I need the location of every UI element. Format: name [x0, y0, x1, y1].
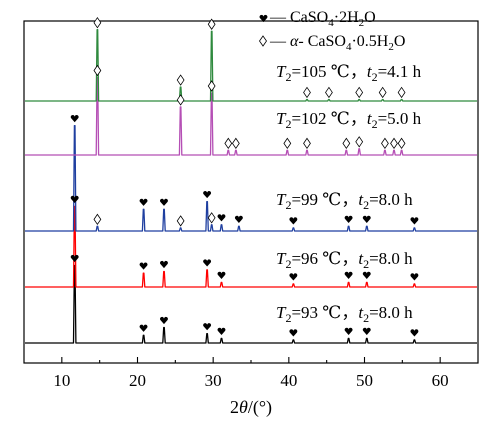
- peak-diamond-icon: [176, 94, 185, 106]
- peak-diamond-icon: [283, 137, 292, 150]
- peak-heart-icon: [203, 190, 212, 199]
- legend: — CaSO4·2H2O — α- CaSO4·0.5H2O: [259, 9, 405, 53]
- peak-diamond-icon: [93, 64, 102, 77]
- xrd-trace-1: [25, 264, 477, 344]
- series-label-4: T2=102 ℃，t2=5.0 h: [276, 109, 422, 131]
- peak-diamond-icon: [93, 16, 102, 29]
- x-axis-ticks: 10 20 30 40 50 60: [53, 357, 449, 390]
- peak-heart-icon: [289, 273, 298, 281]
- traces-layer: [25, 29, 477, 344]
- peak-heart-icon: [217, 214, 226, 222]
- xrd-trace-3: [25, 124, 477, 232]
- peak-heart-icon: [203, 259, 212, 267]
- peak-markers-layer: [70, 16, 419, 337]
- peak-diamond-icon: [355, 136, 364, 148]
- peak-heart-icon: [344, 271, 353, 279]
- condition-labels: T2=93 ℃，t2=8.0 h T2=96 ℃，t2=8.0 h T2=99 ℃，…: [276, 62, 422, 325]
- peak-diamond-icon: [303, 137, 311, 150]
- peak-heart-icon: [160, 316, 168, 325]
- peak-diamond-icon: [397, 137, 406, 150]
- peak-heart-icon: [362, 327, 371, 335]
- peak-diamond-icon: [303, 86, 311, 99]
- legend-gypsum-label: — CaSO4·2H2O: [269, 9, 376, 29]
- peak-heart-icon: [70, 195, 79, 203]
- legend-diamond-icon: [259, 35, 267, 47]
- x-tick-label-50: 50: [356, 371, 373, 390]
- series-label-2: T2=96 ℃，t2=8.0 h: [276, 249, 413, 271]
- peak-diamond-icon: [207, 18, 216, 30]
- x-tick-label-20: 20: [129, 371, 146, 390]
- peak-heart-icon: [217, 271, 226, 279]
- peak-diamond-icon: [231, 137, 240, 150]
- peak-heart-icon: [139, 198, 148, 206]
- peak-heart-icon: [289, 329, 298, 337]
- series-label-3: T2=99 ℃，t2=8.0 h: [276, 190, 413, 212]
- peak-heart-icon: [362, 215, 371, 223]
- peak-heart-icon: [344, 327, 353, 335]
- peak-diamond-icon: [342, 137, 351, 150]
- legend-entry-hemihydrate: — α- CaSO4·0.5H2O: [259, 33, 405, 53]
- x-tick-label-10: 10: [53, 371, 70, 390]
- x-tick-label-40: 40: [280, 371, 297, 390]
- x-tick-label-60: 60: [432, 371, 449, 390]
- x-tick-label-30: 30: [205, 371, 222, 390]
- xrd-trace-4: [25, 76, 477, 156]
- peak-heart-icon: [70, 115, 79, 123]
- peak-heart-icon: [203, 323, 212, 331]
- peak-diamond-icon: [390, 137, 398, 150]
- legend-hemihydrate-label: — α- CaSO4·0.5H2O: [269, 33, 405, 53]
- peak-diamond-icon: [176, 74, 185, 86]
- peak-diamond-icon: [397, 86, 406, 99]
- series-label-5: T2=105 ℃，t2=4.1 h: [276, 62, 422, 84]
- peak-heart-icon: [410, 329, 419, 337]
- peak-heart-icon: [160, 198, 168, 206]
- peak-diamond-icon: [325, 86, 333, 99]
- peak-diamond-icon: [381, 137, 389, 150]
- peak-diamond-icon: [378, 86, 387, 99]
- peak-heart-icon: [139, 324, 148, 332]
- peak-heart-icon: [217, 327, 226, 335]
- peak-heart-icon: [70, 254, 79, 263]
- peak-diamond-icon: [176, 215, 185, 227]
- x-axis-label: 2θ/(°): [230, 397, 272, 418]
- peak-heart-icon: [160, 260, 168, 269]
- peak-diamond-icon: [207, 80, 216, 92]
- peak-heart-icon: [410, 273, 419, 281]
- peak-diamond-icon: [224, 137, 233, 150]
- peak-diamond-icon: [93, 213, 102, 226]
- peak-heart-icon: [344, 215, 353, 223]
- legend-entry-gypsum: — CaSO4·2H2O: [259, 9, 376, 29]
- peak-diamond-icon: [207, 212, 216, 224]
- peak-heart-icon: [139, 262, 148, 270]
- peak-heart-icon: [289, 217, 298, 225]
- xrd-trace-5: [25, 29, 477, 102]
- peak-heart-icon: [362, 271, 371, 279]
- peak-heart-icon: [234, 215, 243, 223]
- series-label-1: T2=93 ℃，t2=8.0 h: [276, 303, 413, 325]
- peak-heart-icon: [410, 217, 419, 225]
- peak-diamond-icon: [355, 86, 364, 99]
- xrd-trace-2: [25, 205, 477, 288]
